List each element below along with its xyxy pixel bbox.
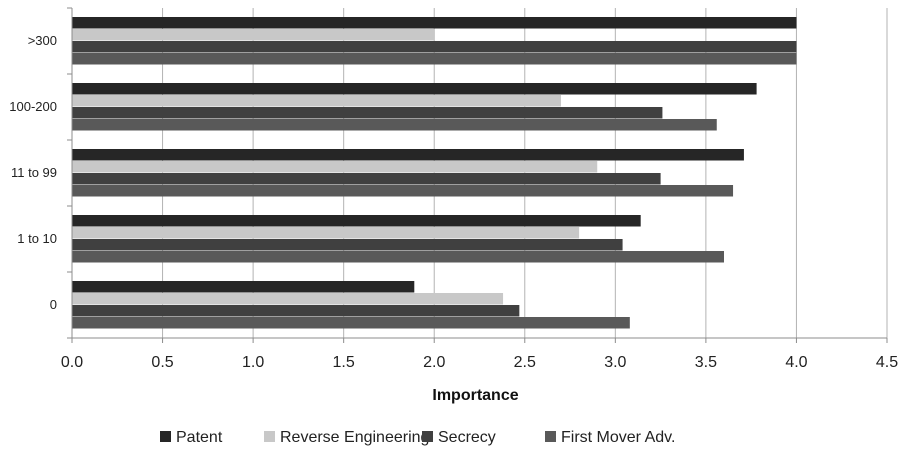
- legend-swatch: [422, 431, 433, 442]
- x-tick-label: 3.5: [695, 354, 717, 371]
- bar-first-mover-adv--1: [72, 251, 724, 263]
- bar-secrecy-0: [72, 305, 520, 317]
- bar-reverse-engineering-3: [72, 95, 561, 107]
- bar-reverse-engineering-0: [72, 293, 504, 305]
- x-tick-label: 3.0: [604, 354, 626, 371]
- bar-patent-2: [72, 149, 744, 161]
- x-tick-label: 4.5: [876, 354, 898, 371]
- legend-swatch: [264, 431, 275, 442]
- legend-swatch: [160, 431, 171, 442]
- category-labels: 0 1 to 10 11 to 99 100-200 >300: [9, 33, 57, 312]
- bar-patent-4: [72, 17, 797, 29]
- bar-patent-3: [72, 83, 757, 95]
- legend: Patent Reverse Engineering Secrecy First Mo…: [160, 429, 675, 446]
- bars: [72, 17, 797, 329]
- x-tick-label: 1.0: [242, 354, 264, 371]
- axes: [67, 7, 888, 343]
- bar-first-mover-adv--4: [72, 53, 797, 65]
- bar-first-mover-adv--3: [72, 119, 717, 131]
- bar-reverse-engineering-1: [72, 227, 580, 239]
- legend-label: Patent: [176, 429, 223, 446]
- x-tick-labels: 0.0 0.5 1.0 1.5 2.0 2.5 3.0 3.5 4.0 4.5: [61, 354, 898, 371]
- category-label: 1 to 10: [17, 231, 57, 246]
- bar-first-mover-adv--2: [72, 185, 734, 197]
- category-label: 11 to 99: [11, 165, 57, 180]
- legend-label: First Mover Adv.: [561, 429, 675, 446]
- legend-swatch: [545, 431, 556, 442]
- bar-secrecy-2: [72, 173, 661, 185]
- x-axis-title: Importance: [432, 387, 518, 404]
- x-tick-label: 4.0: [785, 354, 807, 371]
- bar-patent-0: [72, 281, 415, 293]
- bar-patent-1: [72, 215, 641, 227]
- category-label: 100-200: [9, 99, 57, 114]
- bar-secrecy-3: [72, 107, 663, 119]
- bar-first-mover-adv--0: [72, 317, 630, 329]
- legend-label: Secrecy: [438, 429, 496, 446]
- category-label: >300: [28, 33, 57, 48]
- category-label: 0: [50, 297, 57, 312]
- legend-label: Reverse Engineering: [280, 429, 429, 446]
- x-tick-label: 2.0: [423, 354, 445, 371]
- bar-secrecy-1: [72, 239, 623, 251]
- x-tick-label: 0.0: [61, 354, 83, 371]
- x-tick-label: 0.5: [151, 354, 173, 371]
- bar-secrecy-4: [72, 41, 797, 53]
- x-tick-label: 1.5: [333, 354, 355, 371]
- bar-reverse-engineering-2: [72, 161, 598, 173]
- x-tick-label: 2.5: [514, 354, 536, 371]
- bar-reverse-engineering-4: [72, 29, 435, 41]
